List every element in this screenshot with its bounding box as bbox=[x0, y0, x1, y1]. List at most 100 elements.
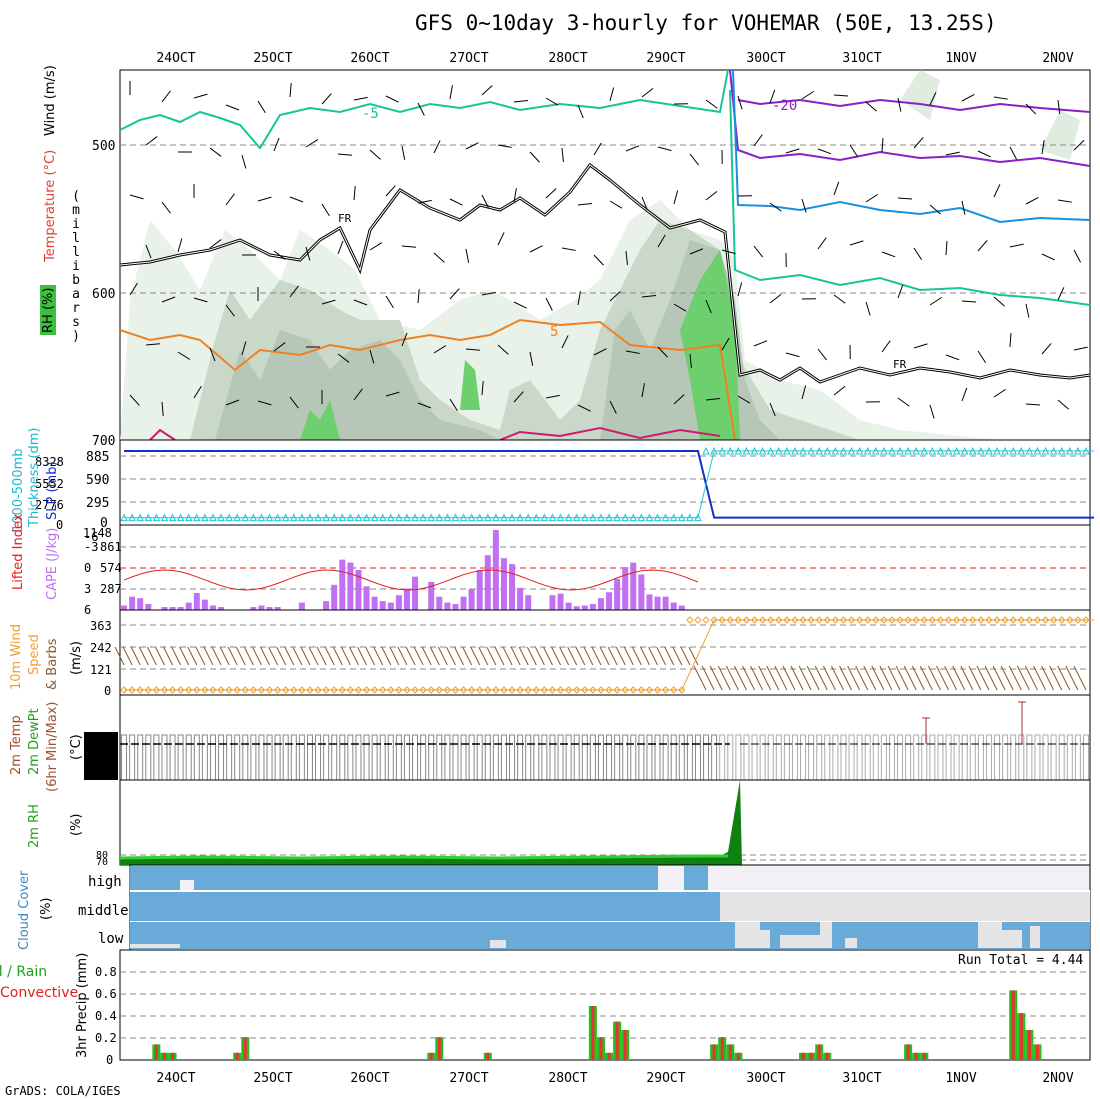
wind-barb bbox=[225, 104, 240, 111]
wind-marker bbox=[290, 686, 298, 694]
thickness-marker bbox=[637, 513, 646, 522]
surface-barb bbox=[623, 646, 634, 666]
surface-barb bbox=[155, 646, 165, 666]
wind-marker bbox=[1033, 616, 1042, 624]
thickness-marker bbox=[524, 513, 533, 522]
slp-tick: 295 bbox=[86, 496, 109, 511]
wind-barb bbox=[753, 245, 764, 258]
wind-marker bbox=[298, 686, 306, 694]
surface-barb bbox=[871, 665, 885, 691]
thickness-marker bbox=[483, 513, 492, 522]
cape-bar bbox=[161, 607, 168, 610]
wind-barb bbox=[689, 153, 700, 166]
wind-barb bbox=[1057, 199, 1072, 203]
surface-barb bbox=[429, 646, 440, 666]
y-tick-label: 500 bbox=[92, 139, 115, 154]
wind-barb bbox=[385, 391, 400, 397]
date-label: 27OCT bbox=[449, 51, 488, 66]
rh2m-unit: (%) bbox=[69, 814, 84, 837]
wind-marker bbox=[193, 686, 201, 694]
wind-barb bbox=[833, 94, 849, 97]
wind-marker bbox=[185, 686, 193, 694]
cape-bar bbox=[347, 562, 354, 610]
wind-marker bbox=[710, 616, 718, 624]
temp-bar bbox=[735, 734, 742, 781]
temp-bar bbox=[1050, 734, 1057, 781]
wind-marker bbox=[936, 616, 945, 624]
surface-barb bbox=[543, 646, 553, 666]
wind-marker bbox=[1017, 616, 1025, 624]
wind-marker bbox=[993, 616, 1001, 624]
temp-bar bbox=[872, 734, 879, 781]
thickness-marker bbox=[265, 513, 274, 522]
temp-bar bbox=[727, 734, 734, 781]
temp-bar bbox=[606, 734, 613, 781]
surface-barb bbox=[717, 665, 731, 691]
surface-barb bbox=[373, 646, 384, 666]
thickness-marker bbox=[233, 513, 242, 522]
thickness-marker bbox=[1033, 446, 1042, 455]
surface-barb bbox=[146, 646, 157, 666]
temp-bar bbox=[242, 734, 249, 781]
precip-convective-bar bbox=[1011, 990, 1015, 1060]
surface-barb bbox=[446, 646, 456, 666]
wind-label: Wind (m/s) bbox=[43, 65, 58, 136]
thickness-marker bbox=[920, 446, 929, 455]
thickness-marker bbox=[1065, 446, 1074, 455]
date-label: 26OCT bbox=[350, 1071, 389, 1086]
wind-barb bbox=[977, 350, 987, 364]
wind-barb bbox=[625, 145, 640, 152]
cape-bar bbox=[250, 607, 257, 610]
wind-marker bbox=[548, 686, 557, 694]
temp-bar bbox=[452, 734, 459, 781]
temp-bar bbox=[428, 734, 435, 781]
temp-bar bbox=[209, 734, 216, 781]
wind-marker bbox=[1001, 616, 1009, 624]
wind-barb bbox=[161, 296, 176, 303]
wind-marker bbox=[767, 616, 775, 624]
cape-bar bbox=[549, 595, 556, 610]
temp-bar bbox=[800, 734, 807, 781]
thickness-marker bbox=[960, 446, 969, 455]
contour-label: FR bbox=[338, 212, 352, 225]
wind-barb bbox=[497, 344, 509, 355]
surface-barb bbox=[534, 646, 545, 666]
wind-barb bbox=[449, 85, 453, 100]
wind-barb bbox=[513, 100, 528, 103]
temp-bar bbox=[290, 734, 297, 781]
wind-marker bbox=[387, 686, 395, 694]
surface-barb bbox=[709, 665, 723, 691]
thickness-marker bbox=[629, 513, 638, 522]
surface-barb bbox=[187, 646, 198, 666]
slp-panel: 885 590 295 0 8328 5552 2776 0 1148 1000… bbox=[11, 428, 1095, 540]
wind-barb bbox=[561, 147, 564, 162]
wind-barb bbox=[865, 301, 871, 316]
precip-convective-bar bbox=[1019, 1013, 1023, 1060]
wind-marker bbox=[160, 686, 169, 694]
precip-convective-bar bbox=[1035, 1044, 1039, 1060]
thickness-marker bbox=[855, 446, 864, 455]
surface-barb bbox=[774, 665, 788, 691]
thickness-marker bbox=[589, 513, 597, 522]
wind-marker bbox=[322, 686, 330, 694]
cape-bar bbox=[169, 607, 176, 610]
surface-barb bbox=[437, 646, 448, 666]
thickness-marker bbox=[346, 513, 355, 522]
contour-label: -20 bbox=[772, 98, 797, 114]
wind-barb bbox=[721, 249, 736, 255]
temp-bar bbox=[565, 734, 572, 781]
temp-bar bbox=[541, 734, 548, 781]
surface-barb bbox=[179, 646, 190, 666]
surface-barb bbox=[928, 665, 941, 691]
thickness-marker bbox=[548, 513, 557, 522]
precip-convective-bar bbox=[154, 1044, 158, 1060]
wind-barb bbox=[353, 388, 363, 401]
wind-barb bbox=[193, 297, 208, 303]
thickness-marker bbox=[677, 513, 686, 522]
lifted-index-label: Lifted Index bbox=[11, 513, 26, 590]
cape-bar bbox=[436, 596, 443, 610]
temp-bar bbox=[218, 734, 225, 781]
wind-marker bbox=[241, 686, 249, 694]
wind-marker bbox=[904, 616, 912, 624]
thickness-marker bbox=[702, 446, 710, 455]
